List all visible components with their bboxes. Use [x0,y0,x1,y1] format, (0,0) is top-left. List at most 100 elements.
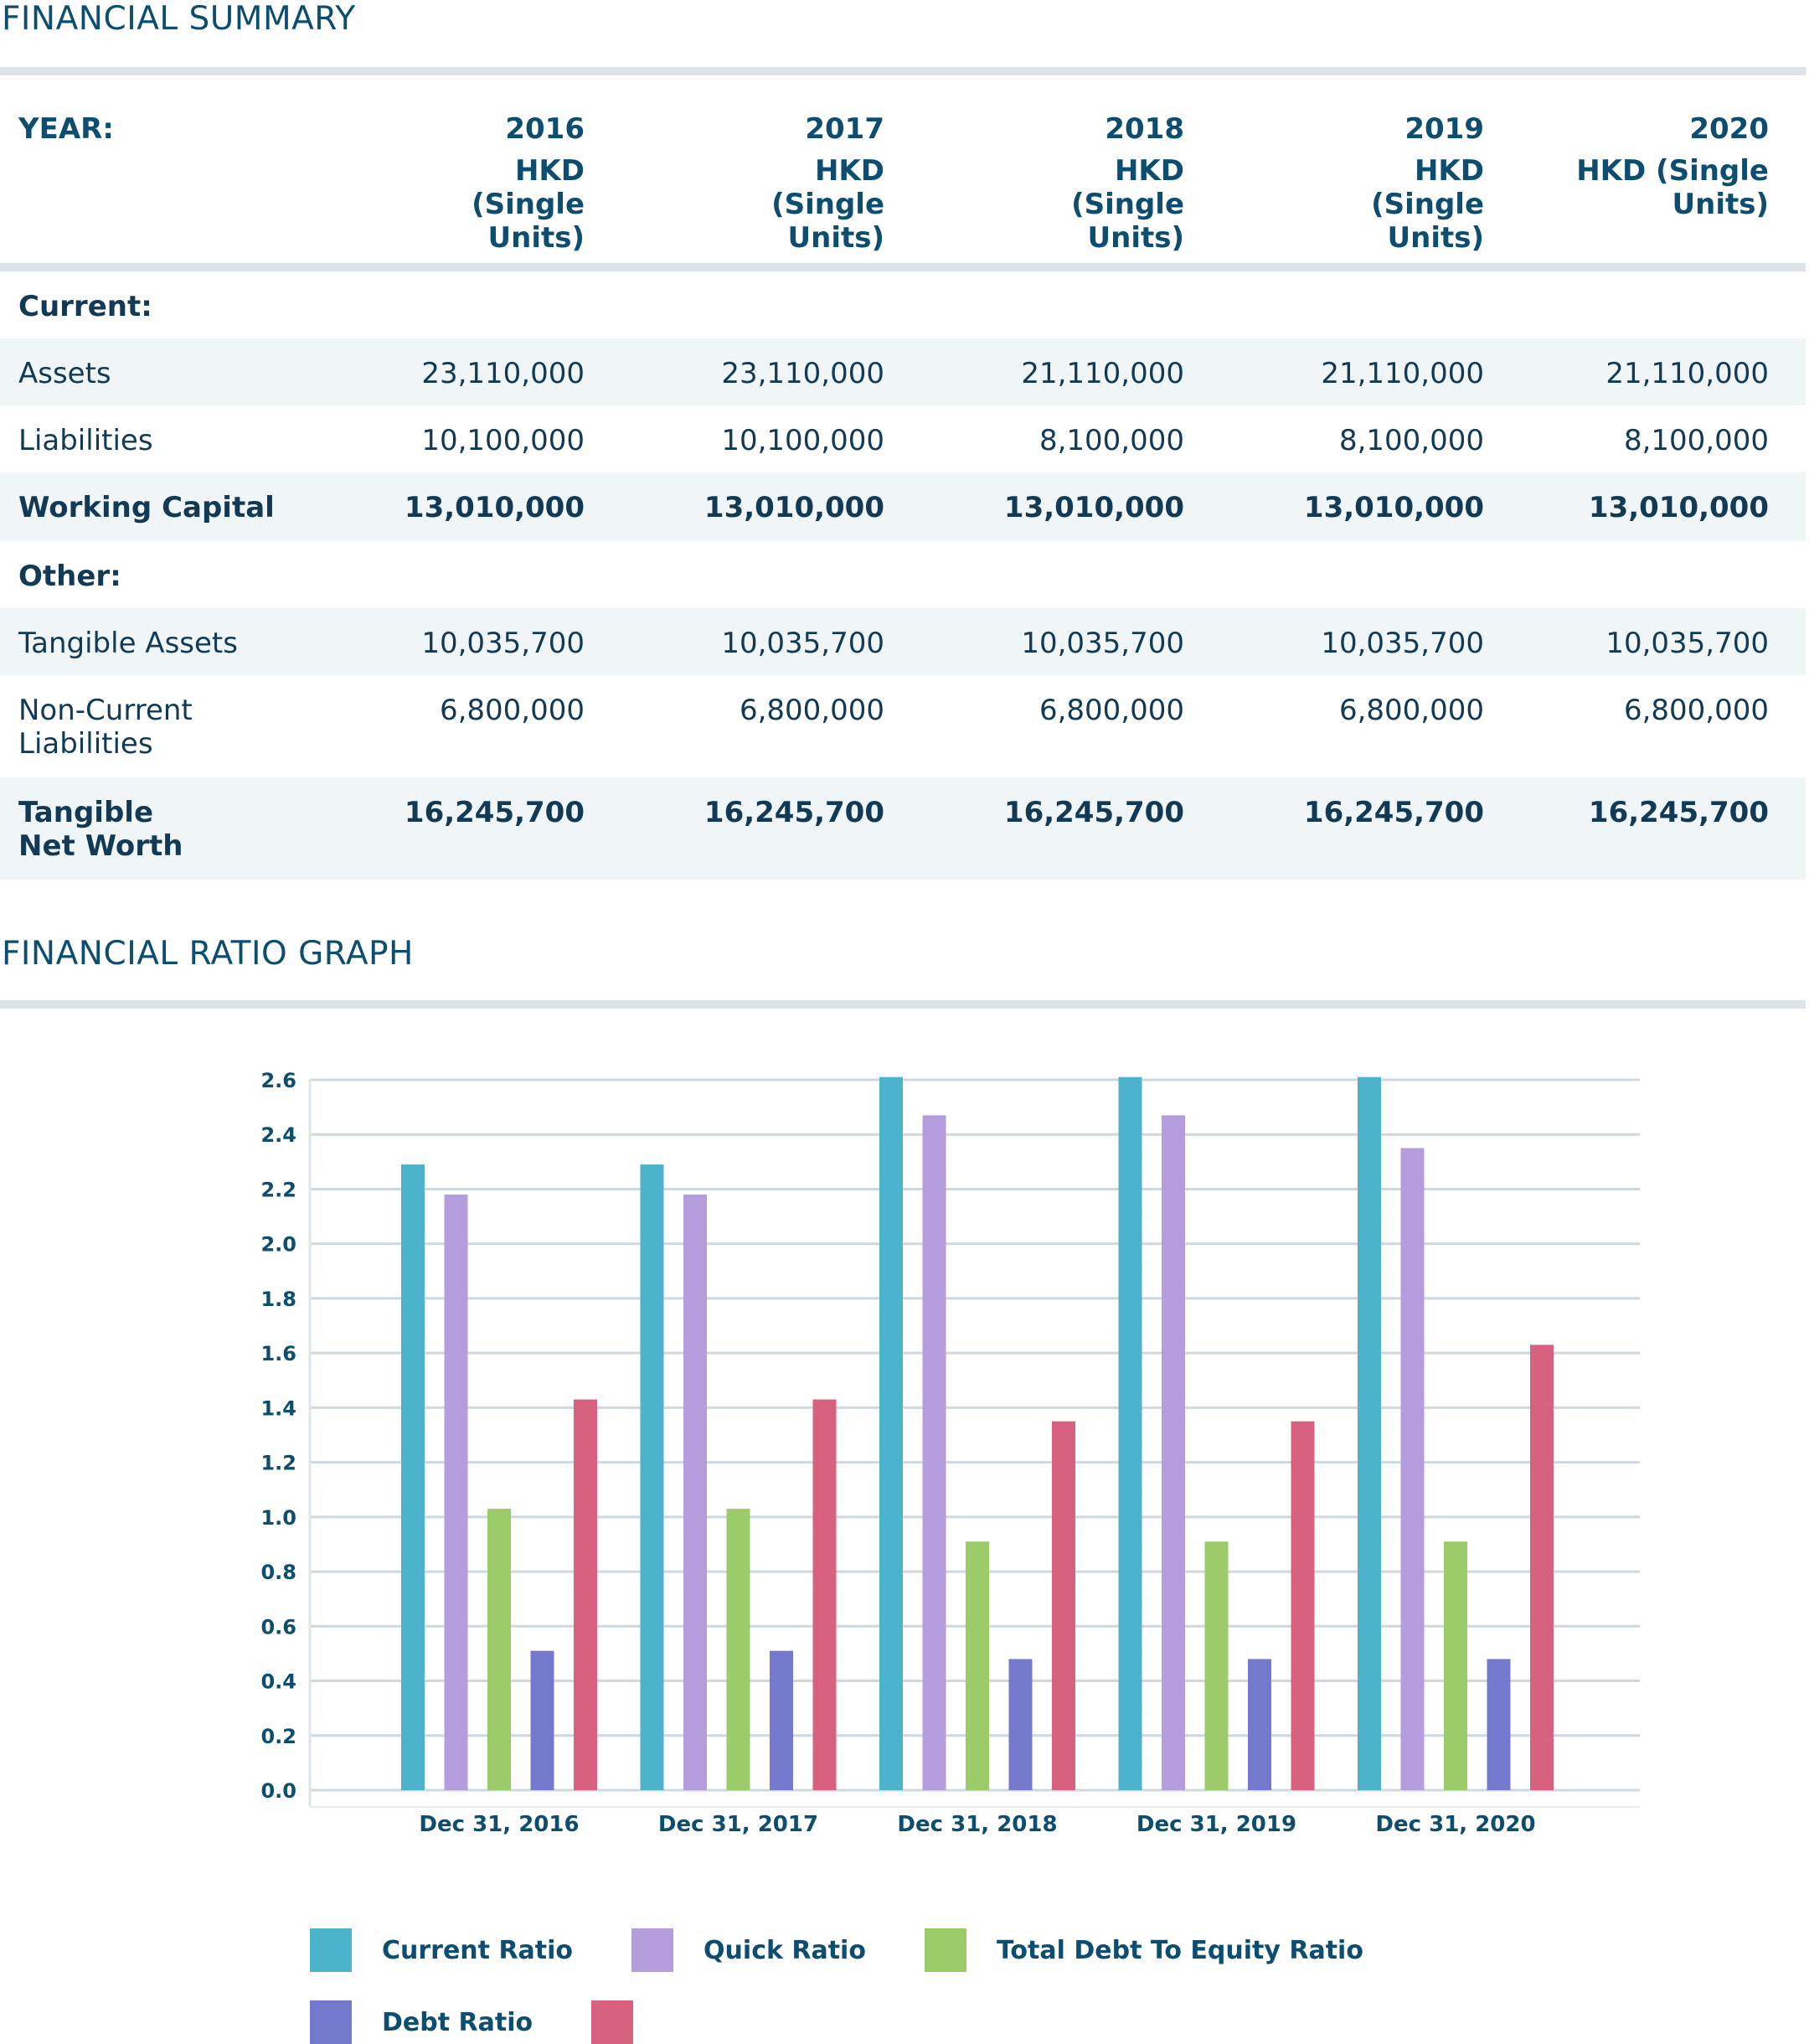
value-cell: 6,800,000 [1623,694,1769,727]
row-working-capital: Working Capital 13,010,000 13,010,000 13… [0,472,1806,541]
header-rule [0,263,1806,271]
units-2019: HKD (Single Units) [1371,154,1484,255]
row-current-section: Current: [0,271,1806,338]
legend-label: Total Debt To Equity Ratio [996,1935,1363,1965]
value-cell: 16,245,700 [1303,796,1484,829]
bar [1358,1076,1381,1790]
year-header-row: YEAR: 2016 2017 2018 2019 2020 [0,89,1806,146]
value-cell: 10,100,000 [421,424,585,457]
x-tick-label: Dec 31, 2018 [897,1812,1057,1837]
bar [1204,1541,1229,1790]
y-tick-label: 0.2 [260,1725,296,1748]
legend-swatch [591,2000,634,2044]
x-tick-label: Dec 31, 2016 [419,1812,579,1837]
value-cell: 10,035,700 [1605,627,1769,660]
bar [966,1541,989,1790]
bar [922,1115,946,1790]
y-tick-label: 0.0 [260,1779,296,1803]
x-tick-label: Dec 31, 2017 [658,1812,818,1837]
bar [812,1399,837,1790]
bar [726,1509,750,1790]
y-tick-label: 2.4 [260,1123,296,1147]
chart-legend: Current Ratio Quick Ratio Total Debt To Eq… [310,1928,1650,2044]
y-tick-label: 1.0 [260,1506,296,1530]
x-tick-label: Dec 31, 2019 [1136,1812,1296,1837]
bar [683,1194,707,1790]
units-2018: HKD (Single Units) [1071,154,1184,255]
y-tick-label: 0.6 [260,1615,296,1639]
year-2019: 2019 [1404,112,1484,146]
legend-label: Quick Ratio [704,1935,866,1965]
legend-item[interactable]: Quick Ratio [631,1928,866,1972]
row-label: Other: [18,560,121,593]
legend-swatch [310,2000,352,2044]
row-liabilities: Liabilities 10,100,000 10,100,000 8,100,… [0,405,1806,472]
legend-swatch [310,1928,352,1972]
value-cell: 10,035,700 [721,627,884,660]
legend-label: Current Ratio [382,1935,574,1965]
bar [401,1164,425,1790]
value-cell: 13,010,000 [1588,491,1769,524]
legend-item[interactable]: Debt Ratio [310,2000,533,2044]
bar [1291,1421,1315,1790]
bar [1400,1148,1425,1790]
financial-summary-table: YEAR: 2016 2017 2018 2019 2020 HKD (Sing… [0,89,1806,880]
y-tick-label: 0.4 [260,1670,296,1694]
value-cell: 13,010,000 [404,491,585,524]
financial-ratio-chart: 0.0 0.2 0.4 0.6 0.8 1.0 1.2 1.4 1.6 1.8 2.0 2.2 2.4 2… [260,1069,1640,1837]
value-cell: 13,010,000 [1003,491,1184,524]
value-cell: 16,245,700 [404,796,585,829]
value-cell: 6,800,000 [439,694,585,727]
units-2017: HKD (Single Units) [771,154,884,255]
y-tick-label: 1.6 [260,1342,296,1365]
y-tick-label: 1.8 [260,1288,296,1311]
units-header-row: HKD (Single Units) HKD (Single Units) HK… [0,137,1806,263]
bar [1530,1345,1554,1790]
value-cell: 10,100,000 [721,424,884,457]
value-cell: 23,110,000 [421,357,585,390]
row-tangible-assets: Tangible Assets 10,035,700 10,035,700 10… [0,608,1806,675]
bar [1444,1541,1467,1790]
bar [1052,1421,1075,1790]
legend-item[interactable] [591,2000,634,2044]
bar [1008,1659,1033,1790]
summary-title-rule [0,67,1806,75]
legend-swatch [631,1928,674,1972]
row-non-current-liabilities: Non-Current Liabilities 6,800,000 6,800,… [0,675,1806,777]
legend-item[interactable]: Current Ratio [310,1928,573,1972]
bar [574,1399,597,1790]
row-assets: Assets 23,110,000 23,110,000 21,110,000 … [0,338,1806,405]
bar [1487,1659,1511,1790]
bar [487,1509,511,1790]
value-cell: 6,800,000 [1038,694,1184,727]
units-2020: HKD (Single Units) [1576,154,1769,221]
year-2016: 2016 [505,112,585,146]
bar [1162,1115,1185,1790]
y-tick-label: 0.8 [260,1561,296,1584]
legend-item[interactable]: Total Debt To Equity Ratio [924,1928,1363,1972]
row-label: Current: [18,290,152,323]
row-label: Assets [18,357,111,390]
row-label: Tangible Assets [18,627,238,660]
graph-title-rule [0,1000,1806,1009]
year-2018: 2018 [1105,112,1184,146]
year-label: YEAR: [18,112,114,146]
value-cell: 16,245,700 [1003,796,1184,829]
value-cell: 23,110,000 [721,357,884,390]
y-tick-label: 2.2 [260,1178,296,1201]
value-cell: 10,035,700 [1321,627,1484,660]
year-2020: 2020 [1689,112,1769,146]
bar [1248,1659,1271,1790]
bar [770,1650,793,1790]
bar [444,1194,468,1790]
value-cell: 10,035,700 [421,627,585,660]
legend-label: Debt Ratio [382,2007,533,2037]
value-cell: 8,100,000 [1338,424,1484,457]
bar [1118,1076,1142,1790]
value-cell: 8,100,000 [1038,424,1184,457]
value-cell: 16,245,700 [1588,796,1769,829]
row-label: Working Capital [18,491,275,524]
row-other-section: Other: [0,541,1806,608]
x-tick-label: Dec 31, 2020 [1375,1812,1535,1837]
